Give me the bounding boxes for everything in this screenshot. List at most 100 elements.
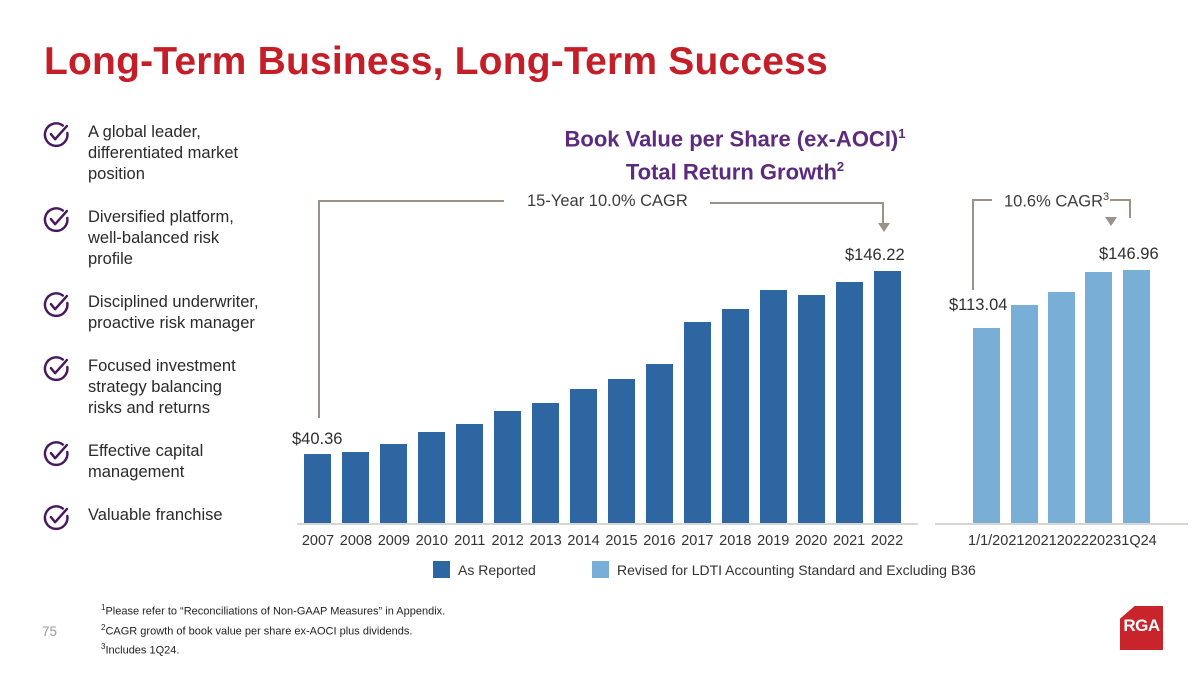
bar-rect	[1010, 305, 1038, 524]
bar-2017	[678, 322, 716, 524]
footnote-sup: 3	[101, 642, 106, 652]
footnote-ref-2: 2	[836, 159, 845, 175]
bullet-text: Valuable franchise	[88, 506, 223, 524]
bar-2009	[375, 444, 413, 524]
footnote-text: CAGR growth of book value per share ex-A…	[105, 625, 413, 638]
left-x-axis	[297, 523, 918, 525]
page-number: 75	[42, 624, 58, 639]
bar-2021	[1005, 305, 1042, 524]
check-circle-icon	[42, 439, 72, 469]
right-cagr-arrow-line	[1110, 199, 1131, 218]
axis-tick-label: 2007	[301, 533, 335, 549]
check-circle-icon	[43, 122, 69, 148]
bullet-list: A global leader, differentiated market p…	[42, 122, 302, 533]
footnote-3: 3Includes 1Q24.	[101, 639, 445, 659]
bullet-text: Focused investment strategy balancing ri…	[88, 357, 236, 417]
axis-tick-label: 2022	[1056, 533, 1089, 549]
bar-2020	[792, 295, 830, 524]
bullet-text: Diversified platform, well-balanced risk…	[88, 208, 234, 268]
bullet-item-1: Diversified platform, well-balanced risk…	[42, 207, 302, 270]
bullet-item-3: Focused investment strategy balancing ri…	[42, 356, 302, 419]
check-circle-icon	[42, 120, 72, 150]
check-circle-icon	[42, 354, 72, 384]
left-cagr-label: 15-Year 10.0% CAGR	[527, 192, 688, 210]
bar-rect	[645, 364, 673, 524]
bar-2014	[565, 389, 603, 524]
axis-tick-label: 2023	[1088, 533, 1122, 549]
check-circle-icon	[43, 356, 69, 382]
bar-rect	[570, 389, 598, 524]
bullet-text: Disciplined underwriter, proactive risk …	[88, 293, 259, 332]
check-circle-icon	[43, 505, 69, 531]
bar-rect	[873, 271, 901, 524]
arrow-down-icon	[878, 223, 890, 232]
footnote-text: Includes 1Q24.	[105, 644, 180, 657]
legend-label: As Reported	[458, 561, 536, 578]
check-circle-icon	[43, 441, 69, 467]
bullet-item-5: Valuable franchise	[42, 505, 302, 533]
bar-2021	[830, 282, 868, 524]
bar-rect	[607, 379, 635, 524]
footnote-ref-3: 3	[1103, 191, 1110, 203]
axis-tick-label: 2021	[1024, 533, 1057, 549]
axis-tick-label: 2015	[605, 533, 638, 549]
check-circle-icon	[43, 207, 69, 233]
bar-rect	[973, 328, 1001, 524]
right-cagr-bracket	[972, 199, 992, 290]
axis-tick-label: 2012	[491, 533, 524, 549]
footnotes: 1Please refer to “Reconciliations of Non…	[101, 600, 445, 659]
bar-2011	[451, 424, 489, 524]
rga-logo: RGA	[1120, 606, 1163, 650]
check-circle-icon	[42, 503, 72, 533]
left-x-axis-labels: 2007 2008 2009 2010 2011 2012 2013 2014 2015 2016…	[299, 533, 906, 549]
bar-1-1-2021	[968, 328, 1005, 524]
axis-tick-label: 2019	[757, 533, 790, 549]
legend-swatch-light-blue	[592, 561, 609, 578]
chart-title: Book Value per Share (ex-AOCI)1 Total Re…	[480, 120, 990, 187]
axis-tick-label: 2013	[529, 533, 562, 549]
bar-2018	[716, 309, 754, 524]
right-cagr-label: 10.6% CAGR3	[1004, 191, 1109, 212]
check-circle-icon	[43, 292, 69, 318]
ldti-revised-bar-chart	[968, 270, 1155, 524]
axis-tick-label: 2021	[832, 533, 866, 549]
bullet-item-4: Effective capital management	[42, 441, 302, 483]
axis-tick-label: 2011	[454, 533, 486, 549]
bullet-text: Effective capital management	[88, 442, 204, 481]
bar-rect	[797, 295, 825, 524]
as-reported-bar-chart	[299, 271, 906, 524]
axis-tick-label: 2020	[795, 533, 828, 549]
bar-rect	[759, 290, 787, 524]
bar-rect	[1048, 292, 1076, 524]
page-title: Long-Term Business, Long-Term Success	[44, 40, 828, 83]
right-cagr-text: 10.6% CAGR	[1004, 192, 1104, 211]
bar-rect	[532, 403, 560, 524]
bar-rect	[721, 309, 749, 524]
arrow-down-icon	[1105, 217, 1117, 226]
bullet-item-2: Disciplined underwriter, proactive risk …	[42, 292, 302, 334]
axis-tick-label: 2022	[870, 533, 904, 549]
footnote-ref-1: 1	[898, 126, 906, 141]
bar-2007	[299, 454, 337, 524]
footnote-2: 2CAGR growth of book value per share ex-…	[101, 620, 445, 640]
bullet-item-0: A global leader, differentiated market p…	[42, 122, 302, 185]
axis-tick-label: 2008	[339, 533, 373, 549]
bar-2022	[868, 271, 906, 524]
bar-2012	[489, 411, 527, 524]
bar-rect	[494, 411, 522, 524]
footnote-sup: 1	[101, 603, 106, 612]
chart-title-line1: Book Value per Share (ex-AOCI)	[564, 126, 899, 152]
data-label-2022: $146.22	[845, 246, 905, 264]
axis-tick-label: 2009	[377, 533, 410, 549]
check-circle-icon	[42, 205, 72, 235]
bar-rect	[380, 444, 408, 524]
bar-2019	[754, 290, 792, 524]
right-x-axis-labels: 1/1/2021 2021 2022 2023 1Q24	[968, 533, 1157, 549]
bar-rect	[456, 424, 484, 524]
data-label-2007: $40.36	[292, 430, 343, 448]
footnote-sup: 2	[101, 622, 106, 632]
bar-rect	[418, 432, 446, 524]
legend-item-ldti-revised: Revised for LDTI Accounting Standard and…	[592, 561, 976, 578]
bar-2010	[413, 432, 451, 524]
footnote-1: 1Please refer to “Reconciliations of Non…	[101, 600, 445, 620]
